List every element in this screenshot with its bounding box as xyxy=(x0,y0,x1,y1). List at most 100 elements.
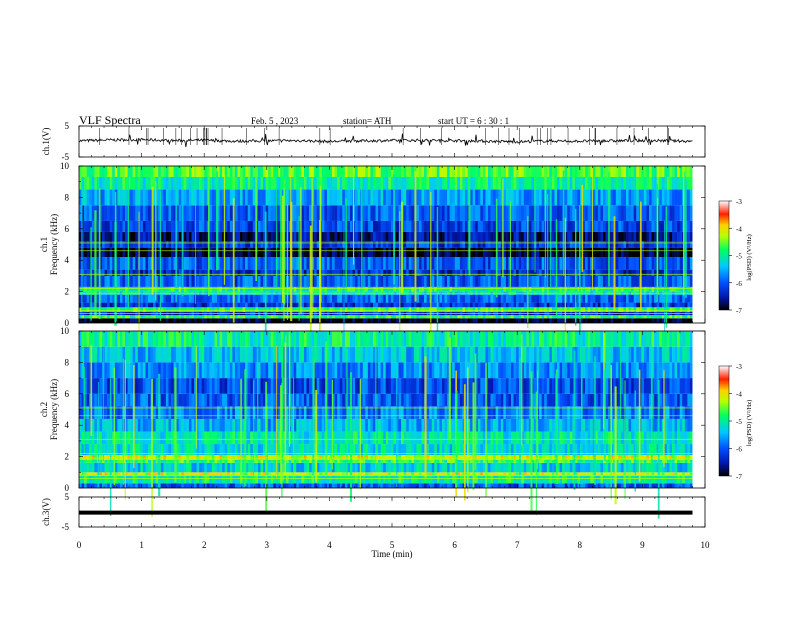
spectrogram-cell xyxy=(445,295,448,303)
spectrogram-cell xyxy=(212,177,215,190)
spectrogram-gap xyxy=(692,166,705,323)
spectrogram-cell xyxy=(623,303,626,308)
spectrogram-cell xyxy=(557,232,560,241)
spectrogram-cell xyxy=(156,307,159,312)
spectrogram-cell xyxy=(388,205,391,221)
spectrogram-cell xyxy=(260,276,263,287)
spectrogram-cell xyxy=(135,295,138,303)
spectrogram-cell xyxy=(94,177,97,190)
spectrogram-cell xyxy=(618,270,621,276)
spectrogram-cell xyxy=(483,190,486,206)
spectrogram-cell xyxy=(230,287,233,292)
spectrogram-cell xyxy=(608,315,611,318)
spectrogram-cell xyxy=(460,295,463,303)
spectrogram-cell xyxy=(511,287,514,292)
spectrogram-cell xyxy=(138,177,141,190)
spectrogram-cell xyxy=(276,166,279,177)
spectrogram-cell xyxy=(606,315,609,318)
spectrogram-cell xyxy=(488,307,491,312)
spectrogram-cell xyxy=(122,315,125,318)
spectrogram-cell xyxy=(110,190,113,206)
spectrogram-cell xyxy=(324,221,327,232)
spectrogram-cell xyxy=(330,318,333,323)
spectrogram-cell xyxy=(110,318,113,323)
spectrogram-cell xyxy=(485,303,488,308)
spectrogram-cell xyxy=(529,315,532,318)
spectrogram-cell xyxy=(652,241,655,247)
spectrogram-cell xyxy=(355,276,358,287)
spectrogram-cell xyxy=(478,190,481,206)
spectrogram-cell xyxy=(631,270,634,276)
spectrogram-cell xyxy=(506,270,509,276)
spectrogram-cell xyxy=(514,270,517,276)
spectrogram-cell xyxy=(110,270,113,276)
spectrogram-cell xyxy=(209,248,212,257)
spectrogram-cell xyxy=(240,205,243,221)
spectrogram-cell xyxy=(268,241,271,247)
spectrogram-cell xyxy=(184,177,187,190)
spectrogram-cell xyxy=(186,248,189,257)
spectrogram-cell xyxy=(240,276,243,287)
spectrogram-cell xyxy=(376,190,379,206)
spectrogram-cell xyxy=(498,232,501,241)
spectrogram-cell xyxy=(511,276,514,287)
spectrogram-cell xyxy=(253,257,256,270)
spectrogram-cell xyxy=(488,241,491,247)
spectrogram-cell xyxy=(447,307,450,312)
spectrogram-cell xyxy=(130,248,133,257)
spectrogram-cell xyxy=(151,166,154,177)
spectrogram-cell xyxy=(514,303,517,308)
spectrogram-cell xyxy=(335,287,338,292)
spectrogram-cell xyxy=(552,248,555,257)
spectrogram-cell xyxy=(184,232,187,241)
spectrogram-cell xyxy=(130,287,133,292)
spectrogram-cell xyxy=(623,287,626,292)
spectrogram-cell xyxy=(657,166,660,177)
spectrogram-cell xyxy=(248,241,251,247)
spectrogram-cell xyxy=(588,318,591,323)
spectrogram-cell xyxy=(473,241,476,247)
spectrogram-cell xyxy=(595,248,598,257)
spectrogram-cell xyxy=(388,295,391,303)
spectrogram-cell xyxy=(529,205,532,221)
spectrogram-cell xyxy=(667,270,670,276)
spectrogram-cell xyxy=(567,307,570,312)
spectrogram-cell xyxy=(340,190,343,206)
spectrogram-cell xyxy=(125,248,128,257)
spectrogram-cell xyxy=(626,241,629,247)
spectrogram-cell xyxy=(468,315,471,318)
spectrogram-cell xyxy=(355,232,358,241)
spectrogram-cell xyxy=(327,287,330,292)
spectrogram-cell xyxy=(110,166,113,177)
spectrogram-cell xyxy=(153,315,156,318)
spectrogram-cell xyxy=(570,248,573,257)
spectrogram-cell xyxy=(125,221,128,232)
spectrogram-cell xyxy=(271,166,274,177)
spectrogram-cell xyxy=(493,303,496,308)
spectrogram-cell xyxy=(209,483,212,488)
spectrogram-cell xyxy=(222,483,225,488)
spectrogram-cell xyxy=(480,295,483,303)
spectrogram-cell xyxy=(667,315,670,318)
spectrogram-cell xyxy=(191,257,194,270)
spectrogram-cell xyxy=(197,221,200,232)
spectrogram-cell xyxy=(368,315,371,318)
spectrogram-cell xyxy=(140,315,143,318)
spectrogram-cell xyxy=(552,205,555,221)
spectrogram-cell xyxy=(434,190,437,206)
spectrogram-cell xyxy=(646,221,649,232)
spectrogram-cell xyxy=(199,270,202,276)
spectrogram-cell xyxy=(475,257,478,270)
spectrogram-cell xyxy=(87,270,90,276)
spectrogram-cell xyxy=(248,248,251,257)
spectrogram-cell xyxy=(253,248,256,257)
spectrogram-cell xyxy=(248,166,251,177)
spectrogram-cell xyxy=(122,248,125,257)
spectrogram-cell xyxy=(465,270,468,276)
spectrogram-cell xyxy=(355,287,358,292)
spectrogram-cell xyxy=(166,295,169,303)
spectrogram-cell xyxy=(583,166,586,177)
spectrogram-streak xyxy=(415,171,417,302)
spectrogram-cell xyxy=(572,287,575,292)
spectrogram-cell xyxy=(621,248,624,257)
